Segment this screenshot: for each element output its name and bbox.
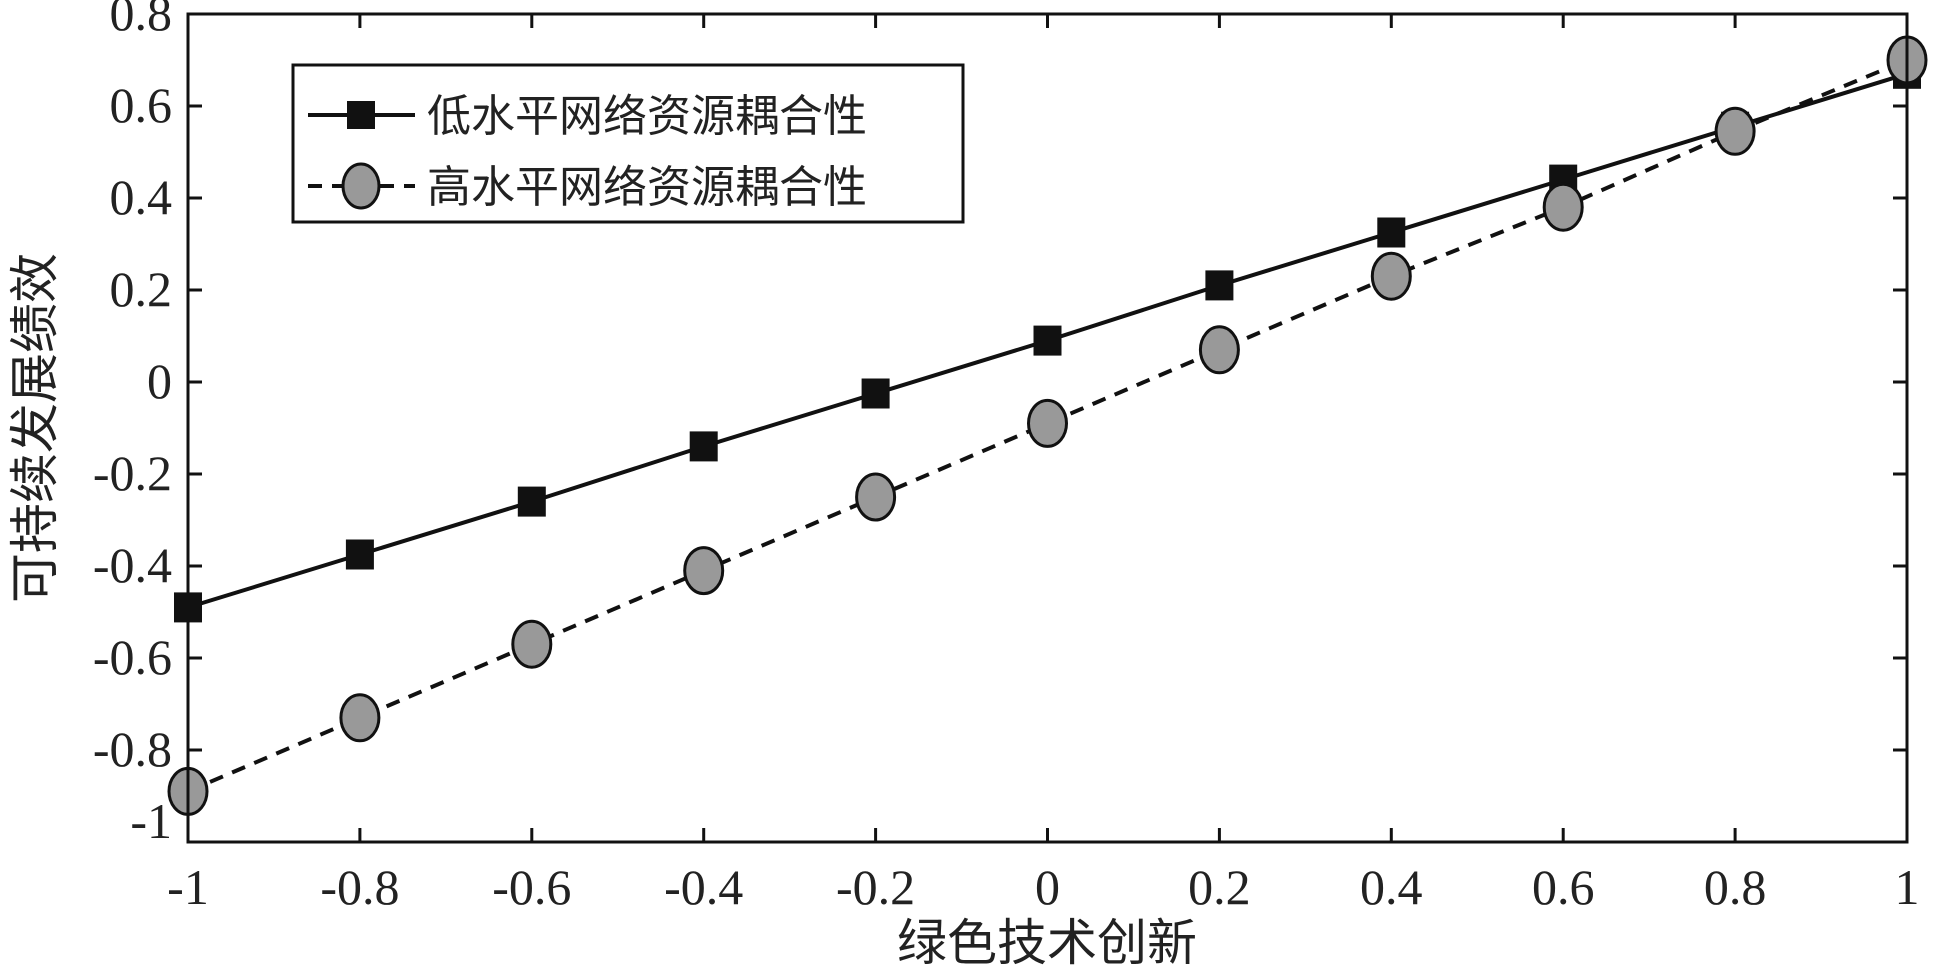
data-point-low [1033,325,1062,356]
series-markers [167,35,1928,816]
x-tick-label: 1 [1895,859,1920,915]
data-point-high [1714,106,1756,156]
y-tick-label: -0.6 [93,629,172,685]
y-tick-labels: -1 -0.8 -0.6 -0.4 -0.2 0 0.2 0.4 0.6 0.8 [93,0,172,849]
y-axis-label: 可持续发展绩效 [7,253,63,603]
y-tick-label: 0.6 [110,77,173,133]
data-point-high [1542,182,1584,232]
y-tick-label: -0.2 [93,445,172,501]
x-tick-labels: -1 -0.8 -0.6 -0.4 -0.2 0 0.2 0.4 0.6 0.8 1 [167,859,1919,915]
x-tick-label: 0.6 [1532,859,1595,915]
legend-marker-circle [341,162,381,210]
legend-label-high: 高水平网络资源耦合性 [427,163,867,212]
x-tick-label: -0.2 [836,859,915,915]
y-tick-label: 0.2 [110,261,173,317]
data-point-low [517,486,546,517]
y-tick-label: -0.8 [93,721,172,777]
y-tick-label: 0 [147,353,172,409]
x-tick-label: 0.4 [1360,859,1423,915]
legend-label-low: 低水平网络资源耦合性 [427,92,867,141]
y-tick-label: -0.4 [93,537,172,593]
data-point-high [339,693,381,743]
legend: 低水平网络资源耦合性 高水平网络资源耦合性 [291,63,965,224]
data-point-low [689,431,718,462]
x-tick-label: 0 [1035,859,1060,915]
x-tick-label: -1 [167,859,209,915]
data-point-low [345,539,374,570]
data-point-high [511,619,553,669]
data-point-low [861,378,890,409]
data-point-high [1027,398,1068,448]
legend-box [291,63,965,224]
x-tick-label: -0.8 [320,859,399,915]
data-point-high [1198,325,1240,375]
data-point-low [1205,270,1234,301]
y-tick-label: 0.8 [110,0,173,41]
axis-ticks [186,12,1909,844]
x-tick-label: 0.2 [1188,859,1251,915]
y-tick-label: 0.4 [110,169,173,225]
data-point-high [683,546,725,596]
y-tick-label: -1 [130,793,172,849]
data-point-low [1377,217,1406,248]
x-tick-label: -0.6 [492,859,571,915]
data-point-high [1370,251,1412,301]
legend-marker-square [347,101,375,129]
x-tick-label: 0.8 [1704,859,1767,915]
x-axis-label: 绿色技术创新 [897,915,1197,971]
x-tick-label: -0.4 [664,859,743,915]
data-point-high [855,472,897,522]
